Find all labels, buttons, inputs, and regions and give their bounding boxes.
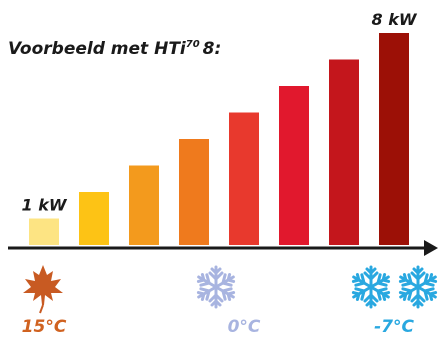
value-labels-group: 1 kW 8 kW bbox=[22, 10, 418, 215]
maple-leaf-icon bbox=[23, 265, 63, 314]
value-label-8: 8 kW bbox=[372, 10, 418, 29]
axis-label-0: 15°C bbox=[22, 317, 67, 337]
axis-label-2: -7°C bbox=[374, 317, 414, 337]
value-label-1: 1 kW bbox=[22, 196, 68, 215]
snowflake-icon bbox=[196, 267, 237, 307]
bar-1 bbox=[29, 218, 59, 245]
bar-8 bbox=[379, 33, 409, 245]
bar-3 bbox=[129, 165, 159, 245]
bar-7 bbox=[329, 59, 359, 245]
bars-group bbox=[29, 33, 409, 245]
x-axis-arrowhead bbox=[424, 240, 438, 256]
axis-labels-group: 15°C 0°C -7°C bbox=[22, 317, 415, 337]
bar-4 bbox=[179, 139, 209, 245]
two-snowflakes-icon bbox=[351, 267, 439, 307]
axis-label-1: 0°C bbox=[228, 317, 261, 337]
chart-title: Voorbeeld met HTi70 8: bbox=[8, 39, 221, 59]
axis-icons-group bbox=[23, 265, 439, 314]
bar-6 bbox=[279, 86, 309, 245]
bar-2 bbox=[79, 192, 109, 245]
bar-5 bbox=[229, 112, 259, 245]
